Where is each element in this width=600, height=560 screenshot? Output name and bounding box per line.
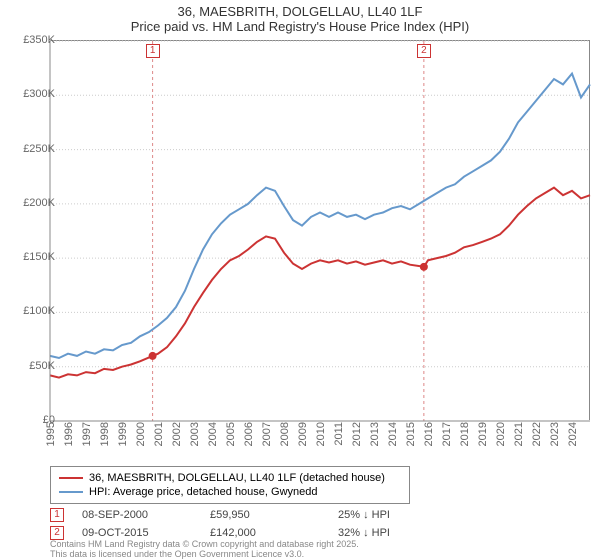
legend-item-property: 36, MAESBRITH, DOLGELLAU, LL40 1LF (deta…: [59, 471, 401, 485]
x-axis-label: 2008: [279, 422, 291, 446]
transaction-date: 09-OCT-2015: [82, 527, 192, 539]
transaction-delta: 25% ↓ HPI: [338, 509, 448, 521]
legend-swatch-property: [59, 477, 83, 479]
x-axis-label: 2013: [369, 422, 381, 446]
transaction-price: £59,950: [210, 509, 320, 521]
chart-svg: [50, 41, 589, 420]
footer-line2: This data is licensed under the Open Gov…: [50, 550, 359, 560]
y-axis-label: £150K: [23, 251, 55, 263]
x-axis-labels: 1995199619971998199920002001200220032004…: [50, 422, 590, 462]
x-axis-label: 2014: [387, 422, 399, 446]
x-axis-label: 2016: [423, 422, 435, 446]
chart-title-address: 36, MAESBRITH, DOLGELLAU, LL40 1LF: [0, 4, 600, 19]
table-row: 1 08-SEP-2000 £59,950 25% ↓ HPI: [50, 506, 448, 524]
x-axis-label: 2022: [531, 422, 543, 446]
legend-box: 36, MAESBRITH, DOLGELLAU, LL40 1LF (deta…: [50, 466, 410, 504]
y-axis-label: £300K: [23, 88, 55, 100]
transaction-price: £142,000: [210, 527, 320, 539]
chart-plot-area: [50, 40, 590, 420]
transaction-delta: 32% ↓ HPI: [338, 527, 448, 539]
y-axis-label: £100K: [23, 305, 55, 317]
x-axis-label: 1998: [99, 422, 111, 446]
transaction-date: 08-SEP-2000: [82, 509, 192, 521]
x-axis-label: 1999: [117, 422, 129, 446]
x-axis-label: 2023: [549, 422, 561, 446]
x-axis-label: 2024: [567, 422, 579, 446]
x-axis-label: 2020: [495, 422, 507, 446]
legend-item-hpi: HPI: Average price, detached house, Gwyn…: [59, 485, 401, 499]
legend-label-property: 36, MAESBRITH, DOLGELLAU, LL40 1LF (deta…: [89, 472, 385, 484]
y-axis-label: £250K: [23, 143, 55, 155]
x-axis-label: 2005: [225, 422, 237, 446]
x-axis-label: 2017: [441, 422, 453, 446]
legend-swatch-hpi: [59, 491, 83, 493]
x-axis-label: 2010: [315, 422, 327, 446]
x-axis-label: 2018: [459, 422, 471, 446]
chart-title-subtitle: Price paid vs. HM Land Registry's House …: [0, 19, 600, 34]
y-axis-label: £200K: [23, 197, 55, 209]
x-axis-label: 2015: [405, 422, 417, 446]
x-axis-label: 2006: [243, 422, 255, 446]
x-axis-label: 2000: [135, 422, 147, 446]
footer-attribution: Contains HM Land Registry data © Crown c…: [50, 540, 359, 560]
y-axis-label: £350K: [23, 34, 55, 46]
x-axis-label: 2003: [189, 422, 201, 446]
x-axis-label: 1997: [81, 422, 93, 446]
x-axis-label: 2002: [171, 422, 183, 446]
x-axis-label: 1996: [63, 422, 75, 446]
x-axis-label: 2019: [477, 422, 489, 446]
x-axis-label: 2011: [333, 422, 345, 446]
x-axis-label: 2001: [153, 422, 165, 446]
transactions-table: 1 08-SEP-2000 £59,950 25% ↓ HPI 2 09-OCT…: [50, 506, 448, 542]
x-axis-label: 2021: [513, 422, 525, 446]
sale-marker-badge: 1: [146, 44, 160, 58]
x-axis-label: 2004: [207, 422, 219, 446]
y-axis-label: £0: [43, 414, 55, 426]
x-axis-label: 2009: [297, 422, 309, 446]
transaction-badge: 1: [50, 508, 64, 522]
sale-marker-badge: 2: [417, 44, 431, 58]
transaction-badge: 2: [50, 526, 64, 540]
x-axis-label: 2007: [261, 422, 273, 446]
legend-label-hpi: HPI: Average price, detached house, Gwyn…: [89, 486, 318, 498]
x-axis-label: 2012: [351, 422, 363, 446]
y-axis-label: £50K: [29, 360, 55, 372]
